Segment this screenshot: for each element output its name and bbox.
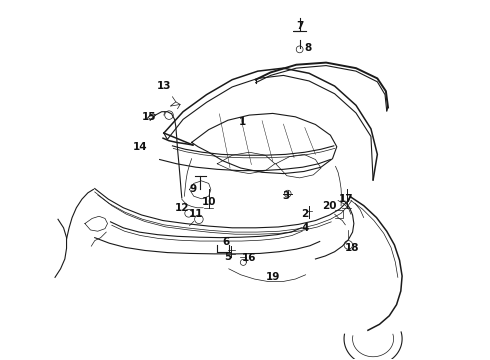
- Text: 5: 5: [224, 252, 232, 262]
- Text: 20: 20: [322, 202, 337, 211]
- Text: 11: 11: [189, 209, 203, 219]
- Text: 6: 6: [222, 237, 229, 247]
- Text: 14: 14: [133, 142, 147, 152]
- Text: 13: 13: [157, 81, 171, 91]
- Text: 4: 4: [301, 223, 309, 233]
- Text: 17: 17: [339, 194, 354, 204]
- Text: 16: 16: [242, 253, 257, 263]
- Text: 3: 3: [282, 191, 289, 201]
- Text: 9: 9: [189, 184, 196, 194]
- Text: 2: 2: [301, 209, 308, 219]
- Text: 10: 10: [201, 197, 216, 207]
- Text: 8: 8: [305, 42, 312, 53]
- Text: 18: 18: [344, 243, 359, 253]
- Text: 1: 1: [239, 117, 246, 127]
- Text: 12: 12: [174, 203, 189, 213]
- Text: 19: 19: [266, 272, 280, 282]
- Text: 7: 7: [296, 21, 303, 31]
- Text: 15: 15: [142, 112, 156, 122]
